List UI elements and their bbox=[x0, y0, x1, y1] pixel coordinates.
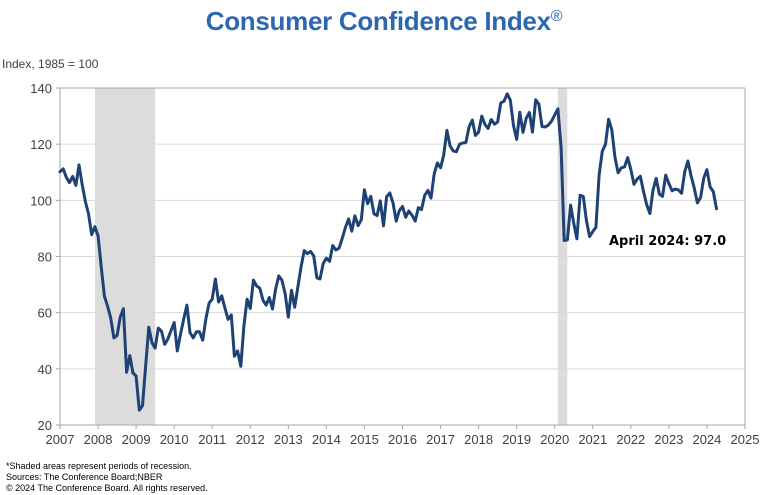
footnote-recession: *Shaded areas represent periods of reces… bbox=[6, 461, 192, 471]
x-tick-label: 2011 bbox=[198, 432, 226, 447]
x-tick-label: 2008 bbox=[84, 432, 113, 447]
x-tick-label: 2007 bbox=[46, 432, 75, 447]
x-tick-label: 2022 bbox=[616, 432, 645, 447]
footnote-sources: Sources: The Conference Board;NBER bbox=[6, 472, 163, 482]
x-tick-label: 2021 bbox=[578, 432, 607, 447]
x-tick-label: 2015 bbox=[350, 432, 379, 447]
chart-title-text: Consumer Confidence Index bbox=[205, 6, 551, 36]
x-tick-label: 2023 bbox=[654, 432, 683, 447]
x-tick-label: 2019 bbox=[502, 432, 531, 447]
y-tick-label: 140 bbox=[30, 81, 52, 96]
x-tick-label: 2012 bbox=[236, 432, 265, 447]
x-tick-label: 2016 bbox=[388, 432, 417, 447]
chart-title: Consumer Confidence Index® bbox=[0, 6, 768, 37]
cci-series-line bbox=[58, 92, 718, 412]
x-tick-label: 2017 bbox=[426, 432, 455, 447]
footnotes: *Shaded areas represent periods of reces… bbox=[6, 461, 208, 494]
x-axis-ticks: 2007 2008 2009 2010 2011 2012 2013 2014 2015 2016… bbox=[46, 425, 760, 447]
x-tick-label: 2020 bbox=[540, 432, 569, 447]
gridlines bbox=[60, 87, 745, 370]
x-tick-label: 2009 bbox=[122, 432, 151, 447]
x-tick-label: 2010 bbox=[160, 432, 189, 447]
x-tick-label: 2014 bbox=[312, 432, 341, 447]
y-tick-label: 60 bbox=[38, 306, 52, 321]
y-tick-label: 20 bbox=[38, 418, 52, 433]
y-axis-label: Index, 1985 = 100 bbox=[2, 57, 99, 71]
latest-value-annotation: April 2024: 97.0 bbox=[609, 234, 726, 249]
x-tick-label: 2024 bbox=[692, 432, 721, 447]
line-chart: 2007 2008 2009 2010 2011 2012 2013 2014 2015 2016… bbox=[30, 81, 760, 447]
y-tick-label: 100 bbox=[30, 193, 52, 208]
registered-mark: ® bbox=[550, 8, 563, 25]
y-tick-label: 40 bbox=[38, 362, 52, 377]
x-tick-label: 2025 bbox=[731, 432, 760, 447]
footnote-copyright: © 2024 The Conference Board. All rights … bbox=[6, 483, 208, 493]
x-tick-label: 2013 bbox=[274, 432, 303, 447]
x-tick-label: 2018 bbox=[464, 432, 493, 447]
y-tick-label: 80 bbox=[38, 250, 52, 265]
y-tick-label: 120 bbox=[30, 137, 52, 152]
y-axis-ticks: 20 40 60 80 100 120 140 bbox=[30, 81, 60, 433]
